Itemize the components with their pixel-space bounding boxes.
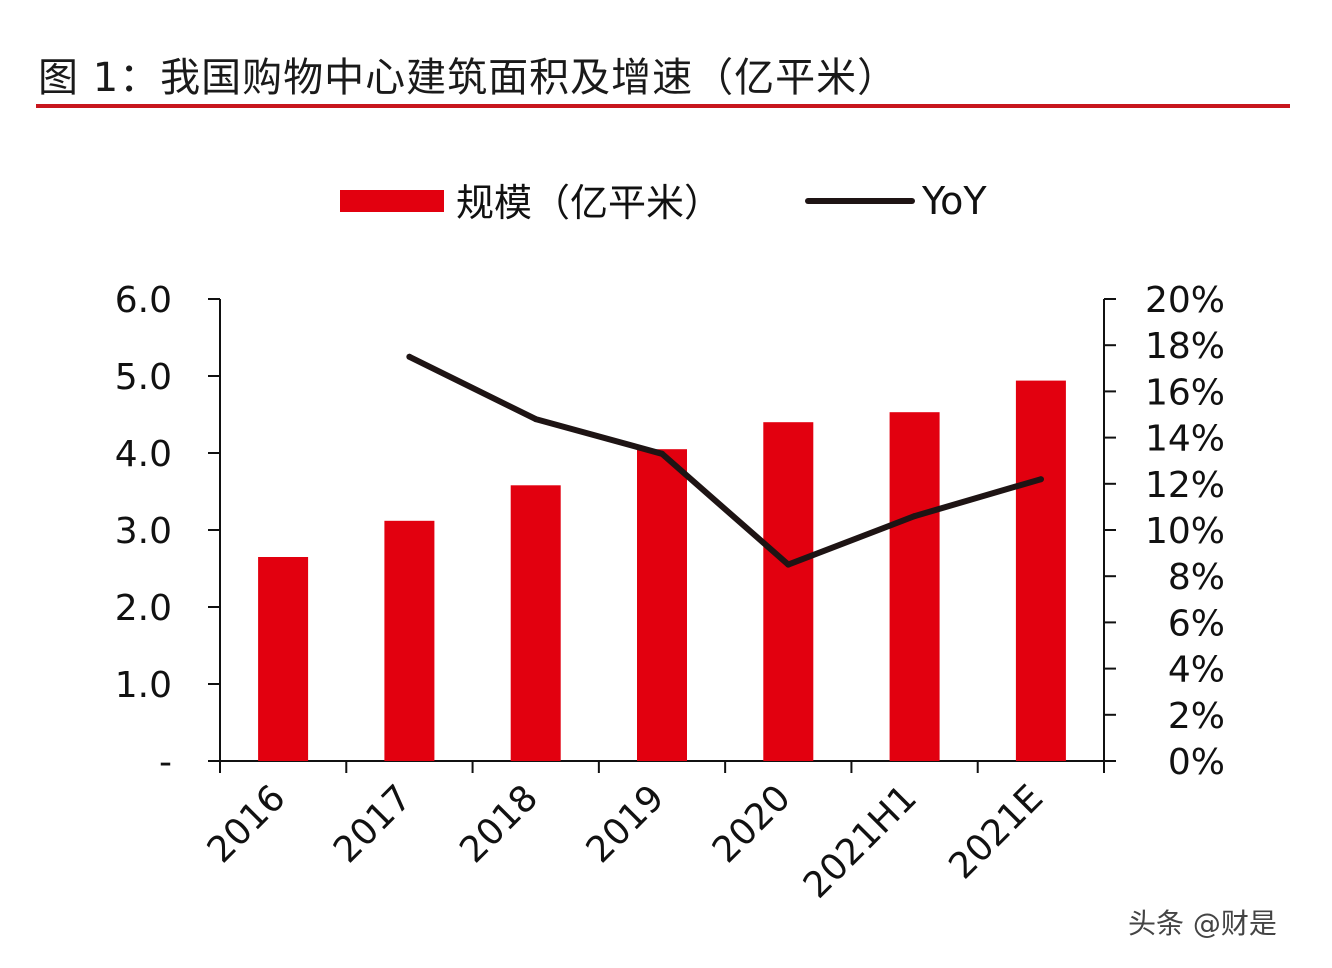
y-left-tick-label: 6.0 bbox=[115, 280, 172, 321]
bar-2021E bbox=[1015, 380, 1066, 761]
y-left-tick-label: 1.0 bbox=[115, 665, 172, 706]
legend-bar-label: 规模（亿平米） bbox=[456, 181, 722, 225]
y-left-tick-label: - bbox=[159, 742, 172, 783]
y-right-tick-label: 8% bbox=[1168, 557, 1225, 598]
x-tick-label-2017: 2017 bbox=[326, 777, 420, 871]
legend-line-label: YoY bbox=[921, 179, 987, 223]
y-left-tick-label: 3.0 bbox=[115, 511, 172, 552]
y-left-tick-label: 5.0 bbox=[115, 357, 172, 398]
figure-title: 图 1：我国购物中心建筑面积及增速（亿平米） bbox=[38, 55, 899, 101]
x-tick-label-2020: 2020 bbox=[705, 777, 799, 871]
bar-2016 bbox=[258, 557, 309, 761]
yoy-point-2017 bbox=[406, 353, 413, 360]
y-right-tick-label: 14% bbox=[1145, 419, 1225, 460]
bar-2020 bbox=[763, 422, 814, 761]
bar-2019 bbox=[637, 449, 687, 761]
yoy-point-2018 bbox=[532, 416, 539, 423]
x-tick-label-2016: 2016 bbox=[200, 777, 294, 871]
x-tick-label-2019: 2019 bbox=[579, 777, 673, 871]
y-right-tick-label: 12% bbox=[1145, 465, 1225, 506]
yoy-line-group bbox=[406, 353, 1044, 568]
y-right-tick-label: 20% bbox=[1145, 280, 1225, 321]
y-right-tick-label: 2% bbox=[1168, 696, 1225, 737]
y-right-tick-label: 6% bbox=[1168, 603, 1225, 644]
bar-2017 bbox=[384, 520, 435, 761]
y-right-tick-label: 4% bbox=[1168, 650, 1225, 691]
x-tick-label-2018: 2018 bbox=[452, 777, 546, 871]
bar-2021H1 bbox=[889, 412, 940, 761]
y-left-tick-label: 4.0 bbox=[115, 434, 172, 475]
y-right-tick-label: 18% bbox=[1145, 326, 1225, 367]
yoy-point-2019 bbox=[659, 450, 665, 457]
bars bbox=[258, 380, 1066, 761]
yoy-point-2021H1 bbox=[911, 513, 918, 520]
bar-2018 bbox=[510, 485, 561, 761]
y-left-tick-label: 2.0 bbox=[115, 588, 172, 629]
y-right-tick-label: 10% bbox=[1145, 511, 1225, 552]
y-right-tick-label: 0% bbox=[1168, 742, 1225, 783]
x-tick-label-2021H1: 2021H1 bbox=[796, 777, 925, 906]
legend: 规模（亿平米） YoY bbox=[340, 179, 987, 225]
watermark: 头条 @财是 bbox=[1128, 907, 1277, 940]
y-right-tick-label: 16% bbox=[1145, 372, 1225, 413]
x-tick-label-2021E: 2021E bbox=[941, 777, 1051, 887]
yoy-point-2021E bbox=[1037, 476, 1044, 483]
yoy-line bbox=[406, 353, 1044, 568]
yoy-point-2020 bbox=[785, 561, 792, 568]
legend-bar-swatch bbox=[340, 190, 444, 212]
title-rule bbox=[36, 104, 1290, 108]
